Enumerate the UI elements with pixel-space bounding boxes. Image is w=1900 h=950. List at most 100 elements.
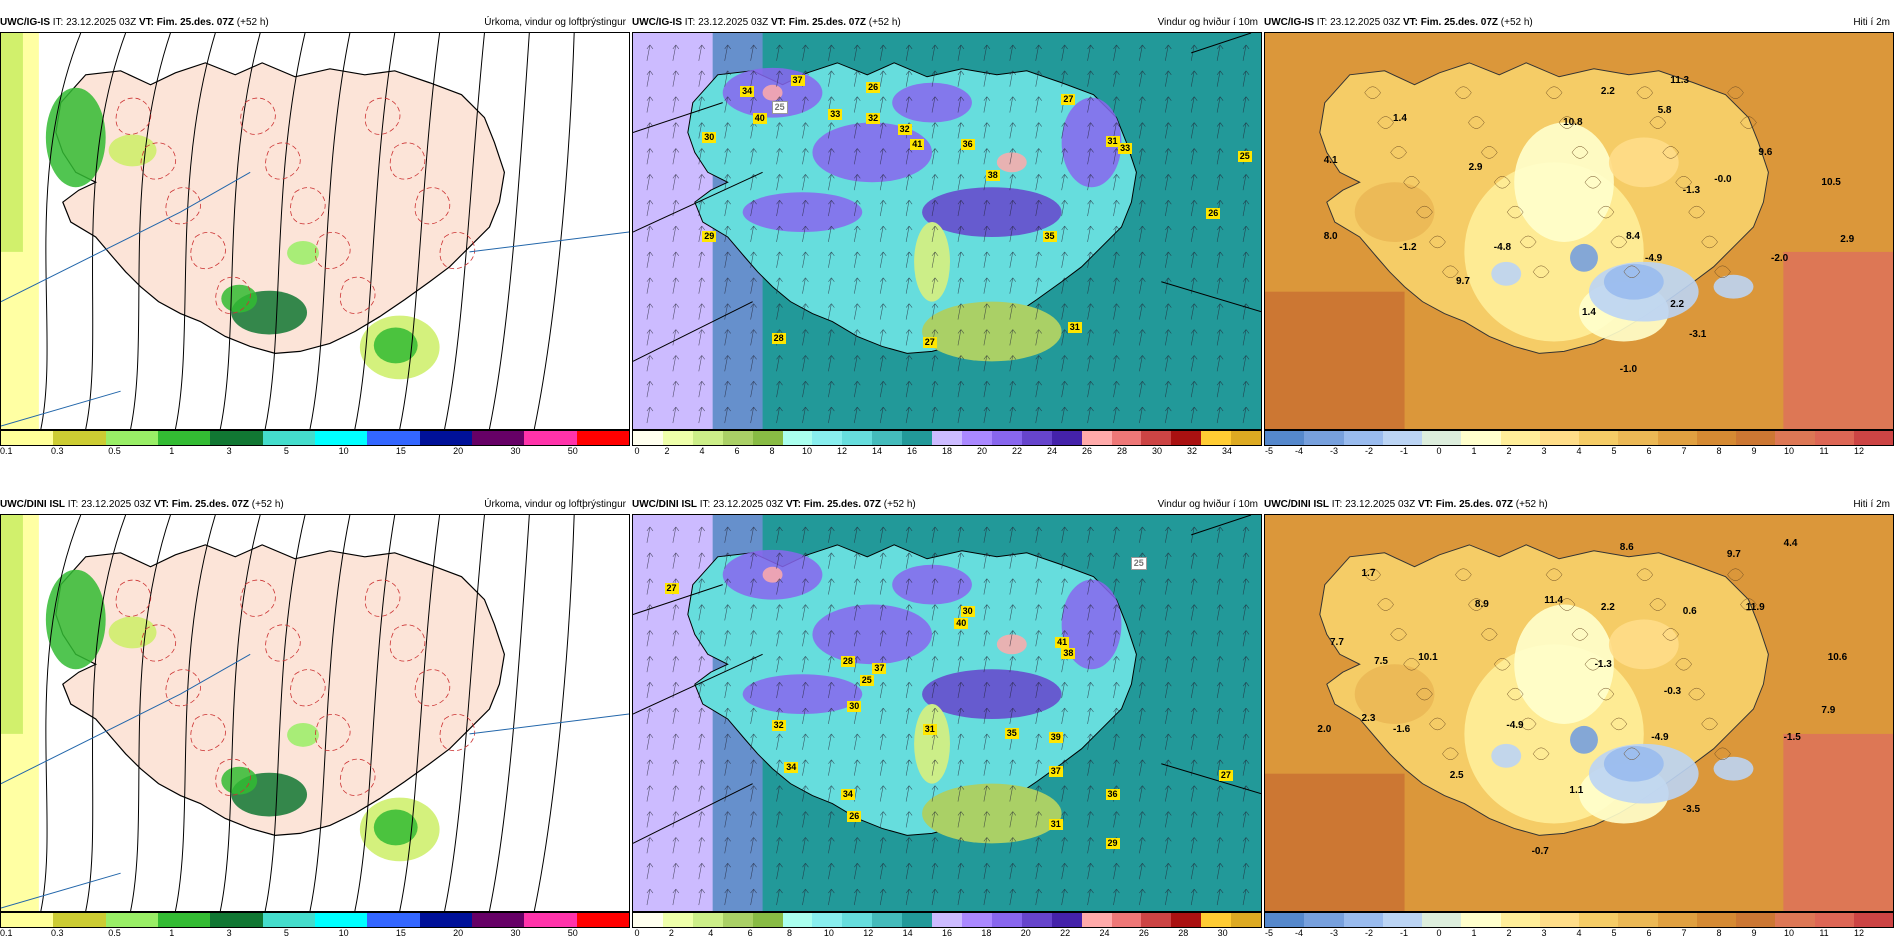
colorbar-tick: 26 (1138, 928, 1149, 938)
colorbar-tick: 28 (1116, 446, 1128, 456)
colorbar-tick: 0 (634, 446, 640, 456)
gust-label: 30 (702, 131, 717, 143)
colorbar-tick: 22 (1060, 928, 1071, 938)
colorbar-tick: 20 (976, 446, 988, 456)
panel-wind-top: UWC/IG-IS IT: 23.12.2025 03Z VT: Fim. 25… (632, 14, 1262, 462)
gust-label: 38 (1061, 648, 1076, 659)
gust-label: 31 (1105, 135, 1120, 147)
colorbar-tick: 30 (510, 928, 521, 938)
gust-label: 31 (1048, 819, 1063, 830)
colorbar-tick: 3 (226, 928, 232, 938)
colorbar-swatch (902, 431, 933, 445)
colorbar-tick: 0.5 (108, 928, 121, 938)
panel-title: Hiti í 2m (1853, 17, 1890, 28)
map-canvas (1265, 33, 1893, 429)
header-vt-label: VT: (785, 499, 801, 510)
header-vt: Fim. 25.des. 07Z (803, 499, 882, 510)
colorbar-swatch (524, 431, 577, 445)
temperature-label: 9.7 (1456, 276, 1470, 288)
temperature-label: 8.6 (1619, 541, 1634, 553)
gust-label: 35 (1004, 727, 1019, 739)
gust-label: 25 (1130, 556, 1147, 570)
colorbar-swatch (1853, 431, 1893, 445)
colorbar-swatch (1500, 431, 1540, 445)
colorbar-tick: 5 (1611, 446, 1617, 456)
colorbar-tick: 12 (836, 446, 848, 456)
colorbar-swatch (662, 913, 693, 927)
colorbar-swatch (1265, 913, 1305, 927)
panel-header: UWC/DINI ISL IT: 23.12.2025 03Z VT: Fim.… (632, 496, 1262, 514)
colorbar-tick: -3 (1329, 446, 1339, 456)
colorbar-tick: 6 (1646, 446, 1652, 456)
temperature-label: 2.9 (1468, 162, 1483, 174)
colorbar-swatch (1051, 431, 1082, 445)
colorbar-tick: 10 (823, 928, 834, 938)
colorbar-swatch (1696, 913, 1736, 927)
temperature-label: 10.8 (1563, 116, 1583, 128)
colorbar-swatch (1853, 913, 1893, 927)
header-vt-label: VT: (1417, 499, 1433, 510)
colorbar-swatch (1736, 913, 1776, 927)
colorbar-swatch (419, 431, 472, 445)
colorbar-swatch (872, 913, 903, 927)
temperature-label: 2.5 (1449, 769, 1464, 781)
colorbar-swatch (1201, 431, 1232, 445)
temperature-label: 2.9 (1840, 234, 1855, 246)
colorbar-swatch (1618, 913, 1658, 927)
temperature-label: 8.4 (1626, 230, 1640, 242)
colorbar-swatch (105, 913, 158, 927)
colorbar-tick: 20 (453, 928, 464, 938)
colorbar-swatch (961, 913, 992, 927)
colorbar-tick: 0.1 (0, 928, 13, 938)
header-vt-label: VT: (153, 499, 169, 510)
header-vt-label: VT: (1402, 17, 1418, 28)
colorbar-tick: 8 (769, 446, 775, 456)
colorbar-swatch (210, 431, 263, 445)
colorbar-tick: 1 (169, 446, 175, 456)
colorbar-tick: 0.3 (51, 446, 64, 456)
header-vt-label: VT: (138, 17, 154, 28)
gust-label: 35 (1042, 230, 1057, 242)
gust-label: 37 (790, 74, 805, 86)
colorbar-swatch (1579, 431, 1619, 445)
colorbar-swatch (991, 431, 1022, 445)
temperature-label: 10.1 (1418, 651, 1438, 663)
colorbar-tick: 20 (1020, 928, 1031, 938)
temperature-label: 2.2 (1600, 86, 1615, 98)
colorbar-swatch (1814, 431, 1854, 445)
header-model: UWC/DINI ISL (0, 499, 65, 510)
colorbar-tick: 3 (1541, 446, 1547, 456)
gust-label: 26 (866, 82, 881, 94)
colorbar-tick: -4 (1294, 446, 1304, 456)
colorbar-tick: 12 (863, 928, 874, 938)
colorbar-tick: 8 (786, 928, 793, 938)
panel-header: UWC/IG-IS IT: 23.12.2025 03Z VT: Fim. 25… (0, 14, 630, 32)
header-lead: (+52 h) (883, 499, 916, 510)
colorbar-swatch (157, 913, 211, 927)
colorbar-swatch (1081, 913, 1112, 927)
colorbar-swatch (722, 913, 753, 927)
colorbar-swatch (1231, 431, 1262, 445)
temperature-label: 7.9 (1821, 705, 1836, 716)
temperature-label: 2.3 (1361, 712, 1376, 724)
colorbar (0, 430, 630, 446)
colorbar-tick: 18 (981, 928, 992, 938)
panel-temp-top: UWC/IG-IS IT: 23.12.2025 03Z VT: Fim. 25… (1264, 14, 1894, 462)
colorbar-swatch (633, 913, 663, 927)
header-lead: (+52 h) (236, 17, 269, 28)
colorbar-swatch (812, 913, 843, 927)
gust-label: 33 (1118, 143, 1133, 155)
gust-label: 37 (872, 663, 887, 675)
temperature-label: -3.5 (1682, 803, 1701, 815)
map-canvas (1, 515, 629, 911)
colorbar-swatch (471, 431, 525, 445)
colorbar-swatch (1, 913, 54, 927)
colorbar-tick: 50 (567, 928, 578, 938)
colorbar-swatch (932, 431, 962, 445)
colorbar-tick: 6 (734, 446, 740, 456)
map-temp: 1.4 4.1 8.4 8.0 2.2 2.9 9.7 10.8 5.8 9.6 2.2 11.3 -1… (1264, 32, 1894, 430)
colorbar-swatch (782, 431, 813, 445)
colorbar-swatch (419, 913, 472, 927)
colorbar-swatch (367, 431, 420, 445)
gust-label: 28 (771, 333, 786, 345)
